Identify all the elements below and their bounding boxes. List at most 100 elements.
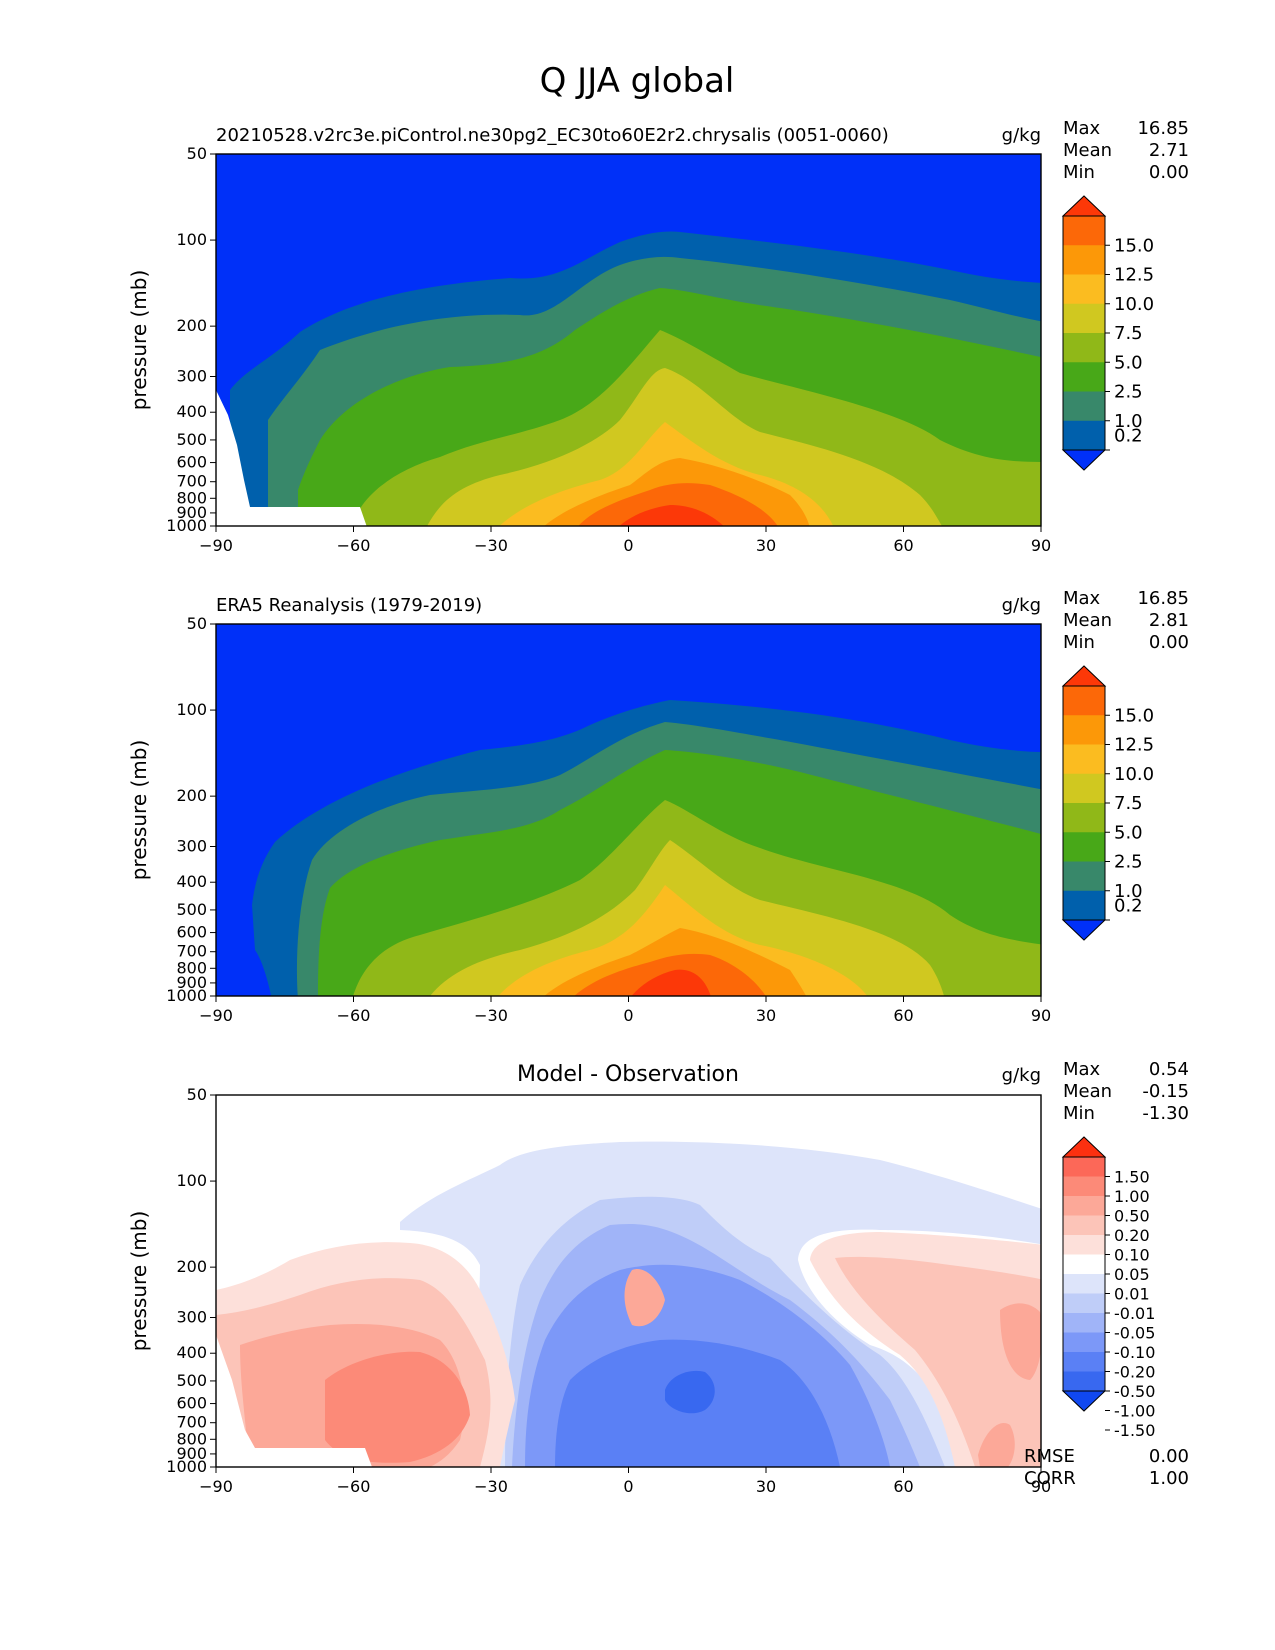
band-q-12.5-15.0 — [578, 483, 778, 526]
y-tick-label: 50 — [187, 614, 207, 633]
y-tick-label: 300 — [176, 836, 207, 855]
panel-model: 20210528.v2rc3e.piControl.ne30pg2_EC30to… — [127, 118, 1189, 555]
colorbar-band — [1063, 832, 1105, 862]
panel-model-stats: Max Mean Min 16.85 2.71 0.00 — [1063, 118, 1189, 183]
colorbar-tick-label: 5.0 — [1114, 822, 1143, 843]
x-tick-label: −30 — [474, 536, 508, 555]
colorbar-extend-max — [1061, 195, 1107, 217]
colorbar-tick-label: -0.10 — [1114, 1343, 1155, 1362]
y-tick-label: 1000 — [166, 986, 207, 1005]
x-tick-label: 0 — [623, 1477, 633, 1496]
y-tick-label: 400 — [176, 402, 207, 421]
colorbar-extend-max — [1061, 1136, 1107, 1158]
colorbar-band — [1063, 861, 1105, 892]
panel-model-units: g/kg — [1002, 125, 1041, 146]
colorbar-band — [1063, 1293, 1105, 1314]
stat-value-min: 0.00 — [1149, 162, 1189, 183]
stat-label-mean: Mean — [1063, 140, 1112, 161]
y-tick-label: 600 — [176, 923, 207, 942]
diff-band-neg-1.0 — [665, 1370, 715, 1414]
panel-diff-metrics: RMSE CORR 0.00 1.00 — [1024, 1446, 1189, 1489]
panel-diff-contours — [216, 1095, 1041, 1467]
x-tick-label: 60 — [893, 1006, 913, 1025]
figure-title: Q JJA global — [540, 61, 735, 101]
panel-obs-stats: Max Mean Min 16.85 2.81 0.00 — [1063, 588, 1189, 653]
x-tick-label: 0 — [623, 1006, 633, 1025]
stat-label-max: Max — [1063, 118, 1101, 139]
y-tick-label: 200 — [176, 1257, 207, 1276]
panel-model-colorbar: 15.0 12.5 10.0 7.5 5.0 2.5 1.00.2 — [1061, 195, 1154, 471]
colorbar-tick-label: -0.20 — [1114, 1363, 1155, 1382]
x-tick-label: −60 — [337, 1006, 371, 1025]
x-tick-label: −60 — [337, 536, 371, 555]
stat-value-min: 0.00 — [1149, 632, 1189, 653]
colorbar-tick-label: 0.2 — [1114, 895, 1143, 916]
y-tick-label: 700 — [176, 1413, 207, 1432]
colorbar-tick-label: 0.05 — [1114, 1265, 1150, 1284]
diff-band-pos-0.2-east — [1000, 1303, 1041, 1380]
colorbar-tick-label: -0.01 — [1114, 1304, 1155, 1323]
colorbar-extend-min — [1061, 449, 1107, 471]
stat-value-mean: 2.71 — [1149, 140, 1189, 161]
metric-value-corr: 1.00 — [1149, 1468, 1189, 1489]
colorbar-tick-label: 15.0 — [1114, 705, 1154, 726]
y-tick-label: 400 — [176, 872, 207, 891]
y-tick-label: 900 — [176, 503, 207, 522]
y-tick-label: 50 — [187, 144, 207, 163]
y-tick-label: 500 — [176, 1371, 207, 1390]
band-q-above-15.0 — [619, 505, 724, 526]
y-tick-label: 500 — [176, 430, 207, 449]
x-tick-label: 60 — [893, 1477, 913, 1496]
colorbar-band — [1063, 715, 1105, 745]
y-tick-label: 800 — [176, 1429, 207, 1448]
colorbar-tick-label: 0.2 — [1114, 425, 1143, 446]
panel-obs-contours — [216, 624, 1041, 996]
colorbar-band — [1063, 1371, 1105, 1392]
stat-label-min: Min — [1063, 632, 1095, 653]
colorbar-tick-label: 15.0 — [1114, 235, 1154, 256]
colorbar-band — [1063, 890, 1105, 921]
y-tick-label: 200 — [176, 786, 207, 805]
stat-label-mean: Mean — [1063, 1081, 1112, 1102]
x-tick-label: −30 — [474, 1477, 508, 1496]
colorbar-tick-label: 2.5 — [1114, 382, 1143, 403]
colorbar-band — [1063, 1332, 1105, 1353]
panel-model-contours — [216, 154, 1041, 526]
colorbar-extend-min — [1061, 919, 1107, 941]
panel-obs-units: g/kg — [1002, 595, 1041, 616]
panel-obs-title: ERA5 Reanalysis (1979-2019) — [216, 595, 482, 616]
x-tick-label: −90 — [199, 1006, 233, 1025]
colorbar-band — [1063, 1215, 1105, 1236]
colorbar-band — [1063, 1274, 1105, 1294]
colorbar-tick-label: 10.0 — [1114, 764, 1154, 785]
stat-label-max: Max — [1063, 588, 1101, 609]
x-tick-label: 30 — [756, 1477, 776, 1496]
colorbar-tick-label: 12.5 — [1114, 735, 1154, 756]
y-tick-label: 100 — [176, 1171, 207, 1190]
y-tick-label: 300 — [176, 366, 207, 385]
panel-diff-stats: Max Mean Min 0.54 -0.15 -1.30 — [1063, 1059, 1189, 1124]
y-tick-label: 700 — [176, 472, 207, 491]
x-tick-label: 90 — [1031, 1477, 1051, 1496]
metric-value-rmse: 0.00 — [1149, 1446, 1189, 1467]
y-tick-label: 800 — [176, 958, 207, 977]
colorbar-band — [1063, 216, 1105, 246]
panel-model-title: 20210528.v2rc3e.piControl.ne30pg2_EC30to… — [216, 125, 889, 146]
stat-value-min: -1.30 — [1142, 1103, 1189, 1124]
stat-label-min: Min — [1063, 162, 1095, 183]
colorbar-band — [1063, 773, 1105, 804]
colorbar-band — [1063, 303, 1105, 334]
panel-obs: ERA5 Reanalysis (1979-2019) g/kg Max Mea… — [127, 588, 1189, 1025]
y-tick-label: 500 — [176, 900, 207, 919]
y-tick-label: 800 — [176, 488, 207, 507]
colorbar-band — [1063, 1176, 1105, 1197]
stat-label-max: Max — [1063, 1059, 1101, 1080]
panel-diff-units: g/kg — [1002, 1065, 1041, 1086]
colorbar-band — [1063, 1313, 1105, 1333]
y-tick-label: 900 — [176, 973, 207, 992]
colorbar-tick-label: 1.50 — [1114, 1168, 1150, 1187]
colorbar-tick-label: 0.50 — [1114, 1207, 1150, 1226]
colorbar-tick-label: 7.5 — [1114, 793, 1143, 814]
diff-band-pos-0.5-mid — [624, 1269, 665, 1327]
